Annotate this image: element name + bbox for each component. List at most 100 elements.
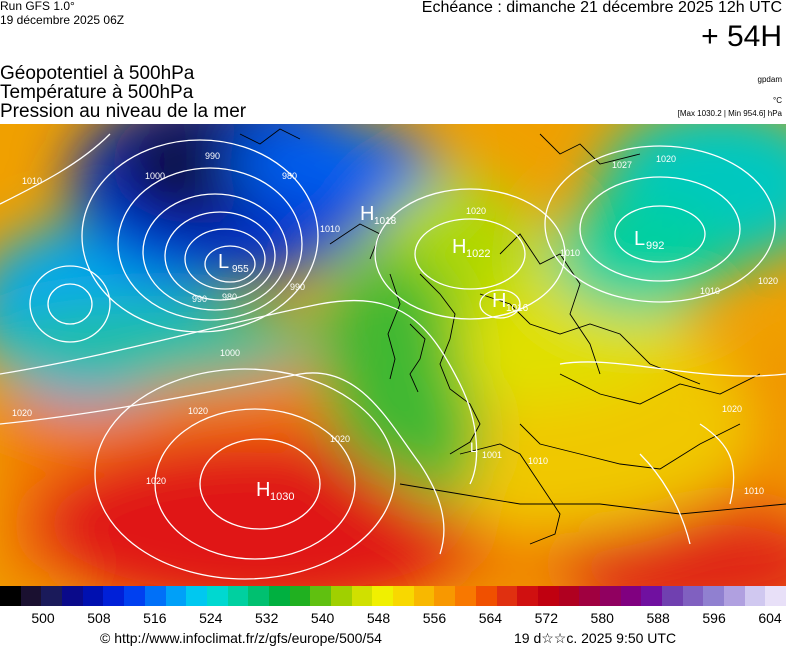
color-scale-swatch [455,586,476,606]
color-scale-swatch [372,586,394,606]
center-value: 992 [646,240,664,252]
source-url: © http://www.infoclimat.fr/z/gfs/europe/… [100,630,382,646]
isobar-label: 980 [222,292,237,302]
run-label: Run GFS 1.0° [0,0,75,13]
color-scale-swatch [537,586,559,606]
color-scale-tick: 556 [422,610,447,626]
color-scale-swatch [331,586,352,606]
run-date: 19 décembre 2025 06Z [0,13,125,27]
color-scale-swatch [227,586,249,606]
isobar-label: 1020 [722,404,742,414]
center-marker: H [256,479,270,501]
center-value: 1030 [270,491,294,503]
isobar-labels: 1000 990 980 1010 980 990 1000 1010 1020… [12,151,778,496]
color-scale-swatch [641,586,662,606]
center-value: 955 [232,264,249,275]
color-scale-swatch [413,586,435,606]
isobar-label: 1000 [220,348,240,358]
isobar-label: 980 [282,171,297,181]
color-scale-swatch [186,586,207,606]
unit-geopotential: gpdam [757,75,782,84]
color-scale-swatch [703,586,725,606]
color-scale-tick: 524 [199,610,223,626]
color-scale-swatch [289,586,311,606]
isobar-label: 1020 [466,206,486,216]
forecast-valid-time: Echéance : dimanche 21 décembre 2025 12h… [421,0,782,16]
color-scale-tick: 508 [87,610,111,626]
isobar-label: 1010 [560,248,580,258]
color-scale-swatch [41,586,63,606]
color-scale-swatch [248,586,269,606]
temperature-field [0,124,786,586]
coastlines [239,128,786,545]
color-scale-tick: 500 [31,610,55,626]
color-scale-tick: 580 [590,610,614,626]
isobar-label: 1010 [700,286,720,296]
color-scale-swatch [434,586,456,606]
color-scale-swatch [599,586,621,606]
center-marker: L [470,439,478,455]
color-scale-swatch [558,586,580,606]
color-scale-swatch [393,586,414,606]
color-scale-swatch [744,586,766,606]
center-marker: L [218,251,229,273]
center-marker: H [452,236,466,258]
isobar-label: 1010 [320,224,340,234]
color-scale-tick: 516 [143,610,167,626]
color-scale-swatch [144,586,166,606]
center-marker: H [360,203,374,225]
color-scale-swatch [517,586,538,606]
color-scale-swatch [351,586,373,606]
generated-time: 19 d☆☆c. 2025 9:50 UTC [514,630,677,646]
title-geopotential: Géopotentiel à 500hPa [0,63,195,84]
title-pressure: Pression au niveau de la mer [0,101,247,122]
color-scale-swatch [662,586,683,606]
isobar-label: 1020 [12,408,32,418]
isobar-label: 1020 [656,154,676,164]
color-scale-swatch [268,586,290,606]
center-value: 1001 [482,450,502,460]
center-value: 1018 [374,216,397,227]
lead-time: + 54H [701,20,782,53]
color-scale-swatch [206,586,228,606]
isobar-label: 1027 [612,160,632,170]
isobar-label: 1010 [744,486,764,496]
color-scale-swatch [682,586,704,606]
color-scale-swatch [82,586,104,606]
color-scale-tick: 572 [534,610,558,626]
isobars [0,133,786,580]
color-scale-tick: 532 [255,610,279,626]
color-scale-tick: 604 [758,610,782,626]
center-value: 1016 [506,303,529,314]
color-scale-swatch [310,586,331,606]
color-scale-tick: 564 [478,610,503,626]
isobar-label: 1010 [22,176,42,186]
isobar-label: 1010 [528,456,548,466]
unit-temperature: °C [773,96,782,105]
isobar-label: 990 [205,151,220,161]
isobar-label: 990 [192,294,207,304]
isobar-label: 1020 [330,434,350,444]
isobar-label: 990 [290,282,305,292]
color-scale-swatch [620,586,642,606]
color-scale-swatch [62,586,83,606]
color-scale-tick: 540 [310,610,335,626]
isobar-label: 1020 [188,406,208,416]
color-scale-swatch [103,586,125,606]
color-scale-swatch [724,586,745,606]
color-scale-tick: 596 [702,610,726,626]
color-scale-swatch [20,586,42,606]
center-marker: H [492,290,506,312]
isobar-label: 1020 [758,276,778,286]
color-scale-swatch [496,586,518,606]
color-scale-swatch [124,586,145,606]
color-scale-ticks: 500 508 516 524 532 540 548 556 564 572 580 588 596 6… [0,610,786,628]
isobar-label: 1000 [145,171,165,181]
color-scale-swatch [165,586,187,606]
pressure-centers: L 955 H 1018 H 1022 H 1016 L 992 H 1030 … [218,203,664,503]
forecast-map: L 955 H 1018 H 1022 H 1016 L 992 H 1030 … [0,124,786,586]
color-scale-swatch [579,586,600,606]
center-marker: L [634,228,645,250]
center-value: 1022 [466,248,490,260]
